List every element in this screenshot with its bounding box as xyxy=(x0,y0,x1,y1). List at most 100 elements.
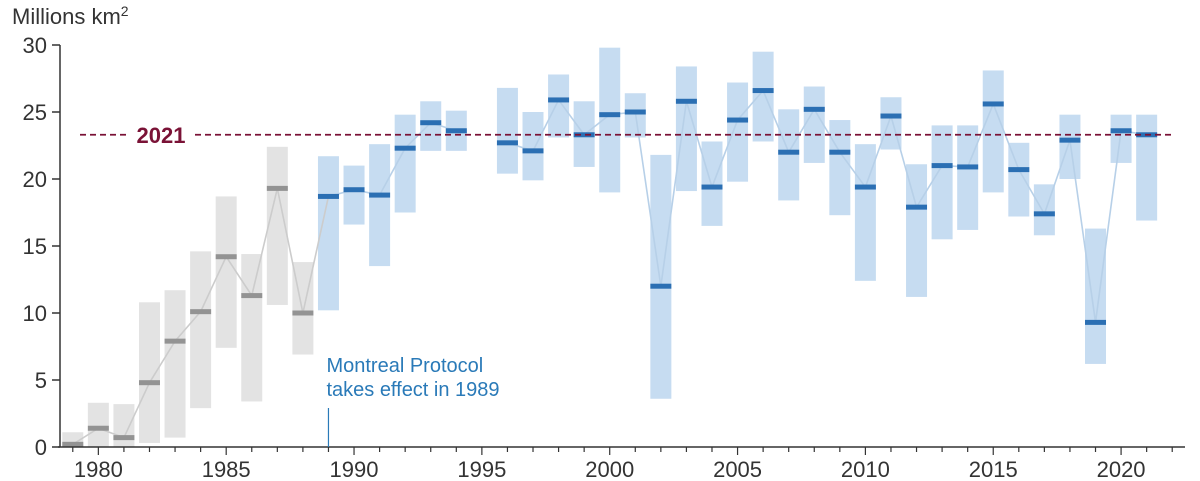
range-box-1984 xyxy=(190,251,212,409)
connector-2008-2009 xyxy=(813,108,841,153)
mean-marker-2000 xyxy=(599,112,621,118)
connector-2012-2013 xyxy=(915,165,943,208)
mean-marker-2019 xyxy=(1085,319,1107,325)
range-box-1986 xyxy=(241,254,263,402)
connector-1997-1998 xyxy=(532,99,560,152)
connector-2009-2010 xyxy=(839,151,867,188)
connector-1986-1987 xyxy=(250,188,279,296)
x-tick-label-1995: 1995 xyxy=(457,457,506,481)
mean-markers xyxy=(62,88,1158,447)
connector-2018-2019 xyxy=(1069,140,1097,323)
range-box-1991 xyxy=(369,144,391,267)
connector-2006-2007 xyxy=(762,90,790,153)
mean-marker-1996 xyxy=(496,140,518,146)
range-box-2003 xyxy=(675,66,697,192)
x-tick-label-1990: 1990 xyxy=(330,457,379,481)
y-tick-label-0: 0 xyxy=(35,435,47,460)
range-box-2021 xyxy=(1136,114,1158,221)
range-box-1997 xyxy=(522,112,544,181)
connector-2019-2020 xyxy=(1094,130,1122,323)
range-box-1985 xyxy=(215,196,237,348)
range-box-2007 xyxy=(778,109,800,201)
mean-marker-1999 xyxy=(573,132,595,138)
range-box-2006 xyxy=(752,51,774,142)
range-box-1996 xyxy=(496,87,518,174)
y-tick-label-5: 5 xyxy=(35,368,47,393)
mean-marker-1991 xyxy=(369,192,391,198)
mean-marker-2002 xyxy=(650,283,672,289)
connector-2016-2017 xyxy=(1018,169,1046,215)
mean-marker-1993 xyxy=(420,120,442,126)
mean-marker-2004 xyxy=(701,184,723,190)
mean-marker-1982 xyxy=(138,380,160,386)
x-tick-label-2000: 2000 xyxy=(585,457,634,481)
x-tick-label-1980: 1980 xyxy=(74,457,123,481)
range-boxes xyxy=(62,47,1158,447)
connector-2017-2018 xyxy=(1043,139,1071,215)
connector-2002-2003 xyxy=(660,101,688,287)
x-tick-label-2015: 2015 xyxy=(969,457,1018,481)
range-box-2019 xyxy=(1085,228,1107,364)
connector-1984-1985 xyxy=(199,256,227,312)
reference-line-label: 2021 xyxy=(137,123,186,148)
connector-1988-1989 xyxy=(302,196,330,314)
mean-marker-2009 xyxy=(829,149,851,155)
mean-marker-2015 xyxy=(982,101,1004,107)
range-box-2004 xyxy=(701,141,723,226)
mean-marker-1989 xyxy=(317,193,339,199)
mean-marker-2018 xyxy=(1059,137,1081,143)
y-tick-label-20: 20 xyxy=(23,167,47,192)
range-box-2008 xyxy=(803,86,825,163)
x-axis-ticks: 1980 1985 1990 1995 2000 2005 2010 2015 2020 xyxy=(72,447,1173,481)
x-tick-label-2010: 2010 xyxy=(841,457,890,481)
y-unit-label: Millions km2 xyxy=(12,3,129,29)
mean-marker-2001 xyxy=(624,109,646,115)
mean-marker-2013 xyxy=(931,163,953,169)
connector-1982-1983 xyxy=(148,340,176,384)
x-tick-label-2020: 2020 xyxy=(1097,457,1146,481)
mean-marker-2012 xyxy=(906,204,928,210)
range-box-2013 xyxy=(931,125,953,240)
connector-1981-1982 xyxy=(123,382,151,438)
montreal-protocol-annotation: Montreal Protocol takes effect in 1989 xyxy=(326,355,500,447)
y-axis-ticks: 0 5 10 15 20 25 30 xyxy=(23,33,60,460)
y-tick-label-15: 15 xyxy=(23,234,47,259)
mean-marker-2006 xyxy=(752,88,774,94)
mean-marker-2017 xyxy=(1033,211,1055,217)
connector-2005-2006 xyxy=(736,90,764,121)
mean-marker-1987 xyxy=(266,185,288,191)
range-box-1992 xyxy=(394,114,416,213)
mean-marker-1980 xyxy=(87,425,109,431)
range-box-1980 xyxy=(87,402,109,447)
mean-marker-1984 xyxy=(190,309,212,315)
connector-2003-2004 xyxy=(685,101,713,188)
connector-2001-2002 xyxy=(634,111,662,287)
range-box-2010 xyxy=(854,144,876,281)
mean-marker-1985 xyxy=(215,254,237,260)
mean-marker-1992 xyxy=(394,145,416,151)
range-box-2015 xyxy=(982,70,1004,193)
connector-1985-1986 xyxy=(225,256,253,297)
range-box-2018 xyxy=(1059,114,1081,179)
mean-marker-1994 xyxy=(445,128,467,134)
y-tick-label-10: 10 xyxy=(23,301,47,326)
range-box-1983 xyxy=(164,290,186,438)
mean-marker-1986 xyxy=(241,293,263,299)
connector-1987-1988 xyxy=(276,188,304,314)
range-box-2012 xyxy=(906,164,928,297)
mean-marker-2020 xyxy=(1110,128,1132,134)
connector-2015-2016 xyxy=(992,103,1020,170)
range-box-1990 xyxy=(343,165,365,225)
x-tick-label-2005: 2005 xyxy=(713,457,762,481)
connector-1979-1980 xyxy=(72,427,99,445)
mean-marker-2008 xyxy=(803,106,825,112)
mean-marker-1988 xyxy=(292,310,314,316)
connector-1991-1992 xyxy=(378,147,406,196)
connector-1998-1999 xyxy=(557,99,585,136)
mean-marker-2003 xyxy=(675,98,697,104)
range-box-1993 xyxy=(420,101,442,151)
mean-marker-1998 xyxy=(548,97,570,103)
mean-marker-1983 xyxy=(164,338,186,344)
connector-2007-2008 xyxy=(788,108,815,153)
